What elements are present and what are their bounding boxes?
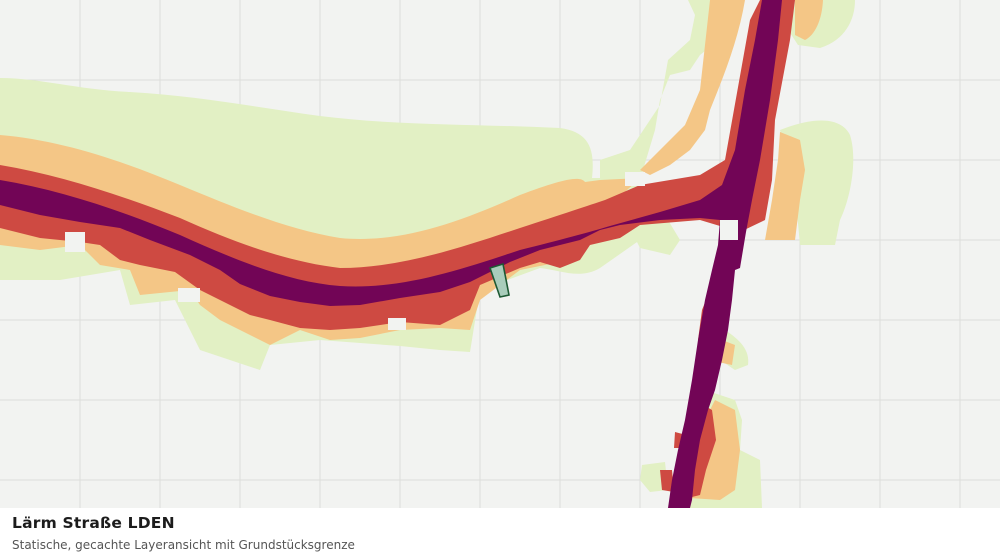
layer-title: Lärm Straße LDEN bbox=[12, 514, 175, 532]
building-gaps bbox=[65, 172, 738, 330]
layer-subtitle: Statische, gecachte Layeransicht mit Gru… bbox=[12, 538, 355, 552]
parcel-boundary[interactable] bbox=[488, 262, 510, 298]
map-caption: Lärm Straße LDEN Statische, gecachte Lay… bbox=[0, 508, 1000, 560]
